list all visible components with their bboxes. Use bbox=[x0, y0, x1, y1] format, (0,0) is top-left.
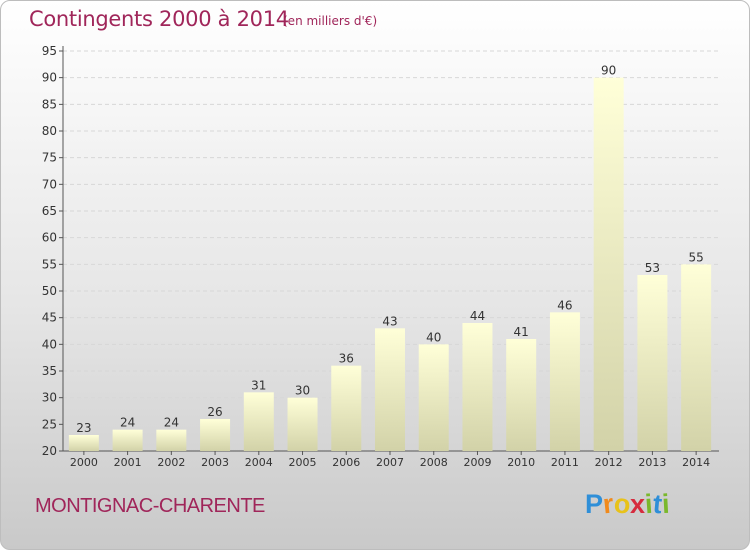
data-label-2008: 40 bbox=[426, 330, 441, 344]
bar-2003 bbox=[200, 419, 231, 451]
y-tick-label: 70 bbox=[42, 177, 57, 191]
data-label-2010: 41 bbox=[514, 325, 529, 339]
proxiti-logo: Proxiti bbox=[585, 488, 670, 520]
x-tick-label-2000: 2000 bbox=[70, 456, 98, 469]
bar-2007 bbox=[375, 328, 405, 451]
bar-2008 bbox=[418, 344, 449, 451]
data-label-2004: 31 bbox=[251, 378, 266, 392]
bar-2001 bbox=[112, 429, 143, 451]
bar-2000 bbox=[68, 435, 99, 451]
x-tick-label-2011: 2011 bbox=[551, 456, 579, 469]
y-tick-label: 30 bbox=[42, 391, 57, 405]
x-tick-label-2007: 2007 bbox=[376, 456, 404, 469]
data-label-2014: 55 bbox=[688, 250, 703, 264]
x-tick-label-2002: 2002 bbox=[157, 456, 185, 469]
x-tick-label-2013: 2013 bbox=[638, 456, 666, 469]
y-tick-label: 20 bbox=[42, 444, 57, 458]
logo-letter: i bbox=[660, 488, 670, 520]
x-tick-label-2003: 2003 bbox=[201, 456, 229, 469]
data-label-2006: 36 bbox=[339, 352, 354, 366]
data-label-2000: 23 bbox=[76, 421, 91, 435]
y-tick-label: 55 bbox=[42, 257, 57, 271]
data-label-2003: 26 bbox=[207, 405, 222, 419]
x-tick-label-2014: 2014 bbox=[682, 456, 710, 469]
y-tick-label: 35 bbox=[42, 364, 57, 378]
x-tick-label-2009: 2009 bbox=[463, 456, 491, 469]
y-tick-label: 75 bbox=[42, 151, 57, 165]
chart-title: Contingents 2000 à 2014 bbox=[29, 7, 289, 31]
x-tick-label-2012: 2012 bbox=[595, 456, 623, 469]
chart-subtitle: (en milliers d'€) bbox=[283, 14, 378, 28]
y-tick-label: 50 bbox=[42, 284, 57, 298]
bar-2002 bbox=[156, 429, 187, 451]
bar-2004 bbox=[243, 392, 274, 451]
data-label-2002: 24 bbox=[164, 416, 179, 430]
logo-letter: P bbox=[585, 489, 604, 519]
bar-2010 bbox=[506, 339, 537, 451]
x-tick-label-2001: 2001 bbox=[114, 456, 142, 469]
x-tick-label-2010: 2010 bbox=[507, 456, 535, 469]
x-tick-label-2004: 2004 bbox=[245, 456, 273, 469]
data-label-2011: 46 bbox=[557, 298, 572, 312]
data-label-2013: 53 bbox=[645, 261, 660, 275]
y-tick-label: 45 bbox=[42, 311, 57, 325]
data-label-2009: 44 bbox=[470, 309, 485, 323]
y-tick-label: 85 bbox=[42, 97, 57, 111]
x-tick-label-2006: 2006 bbox=[332, 456, 360, 469]
bar-2013 bbox=[637, 275, 668, 451]
bar-2011 bbox=[549, 312, 580, 451]
bar-2005 bbox=[287, 397, 318, 451]
y-tick-label: 80 bbox=[42, 124, 57, 138]
bar-2009 bbox=[462, 323, 493, 451]
y-tick-label: 40 bbox=[42, 337, 57, 351]
x-tick-label-2008: 2008 bbox=[420, 456, 448, 469]
y-tick-label: 65 bbox=[42, 204, 57, 218]
data-label-2005: 30 bbox=[295, 384, 310, 398]
bar-2014 bbox=[681, 264, 712, 451]
y-tick-label: 25 bbox=[42, 417, 57, 431]
y-tick-label: 95 bbox=[42, 44, 57, 58]
logo-letter: o bbox=[612, 488, 632, 520]
bar-2012 bbox=[593, 77, 624, 452]
logo-letter: x bbox=[630, 489, 646, 519]
y-tick-label: 60 bbox=[42, 231, 57, 245]
x-tick-label-2005: 2005 bbox=[289, 456, 317, 469]
y-tick-label: 90 bbox=[42, 71, 57, 85]
commune-name: MONTIGNAC-CHARENTE bbox=[35, 495, 265, 517]
bar-2006 bbox=[331, 365, 362, 451]
data-label-2007: 43 bbox=[382, 314, 397, 328]
data-label-2001: 24 bbox=[120, 416, 135, 430]
data-label-2012: 90 bbox=[601, 64, 616, 78]
